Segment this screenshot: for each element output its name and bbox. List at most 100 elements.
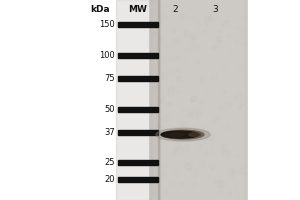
Circle shape	[181, 122, 187, 128]
Ellipse shape	[161, 131, 199, 138]
Circle shape	[200, 78, 204, 83]
Circle shape	[191, 182, 197, 188]
Circle shape	[180, 182, 184, 186]
Circle shape	[177, 56, 180, 59]
Text: 2: 2	[172, 4, 178, 14]
Circle shape	[191, 96, 197, 102]
Circle shape	[173, 130, 176, 133]
Text: 25: 25	[104, 158, 115, 167]
Text: 37: 37	[104, 128, 115, 137]
Circle shape	[182, 30, 187, 35]
Circle shape	[236, 154, 238, 157]
Ellipse shape	[156, 128, 210, 141]
Circle shape	[170, 14, 175, 19]
Circle shape	[185, 31, 190, 36]
Circle shape	[168, 86, 175, 92]
Circle shape	[187, 113, 190, 116]
Circle shape	[162, 56, 169, 63]
Circle shape	[151, 133, 157, 140]
Circle shape	[194, 174, 197, 178]
Circle shape	[180, 84, 183, 87]
Text: 3: 3	[212, 4, 218, 14]
Circle shape	[185, 38, 191, 43]
Circle shape	[193, 37, 196, 40]
Circle shape	[150, 30, 152, 32]
Bar	[118, 22, 158, 27]
Circle shape	[209, 21, 215, 28]
Circle shape	[176, 130, 178, 132]
Circle shape	[177, 76, 181, 81]
Circle shape	[167, 116, 172, 120]
Text: 20: 20	[104, 175, 115, 184]
Circle shape	[205, 132, 212, 139]
Circle shape	[239, 170, 242, 173]
Circle shape	[154, 149, 160, 154]
Circle shape	[223, 90, 226, 94]
Circle shape	[150, 8, 156, 14]
Circle shape	[167, 104, 170, 106]
Circle shape	[185, 93, 190, 98]
Circle shape	[196, 22, 201, 27]
Circle shape	[210, 141, 214, 145]
Circle shape	[219, 30, 221, 33]
Circle shape	[243, 172, 247, 176]
Circle shape	[242, 104, 244, 106]
Circle shape	[197, 107, 203, 112]
Circle shape	[225, 20, 229, 23]
Circle shape	[149, 42, 152, 45]
Circle shape	[160, 96, 165, 100]
Circle shape	[212, 167, 215, 170]
Circle shape	[218, 187, 224, 193]
Circle shape	[243, 166, 247, 169]
Circle shape	[235, 97, 237, 99]
Text: MW: MW	[129, 4, 147, 14]
Ellipse shape	[169, 133, 184, 136]
Circle shape	[158, 39, 163, 43]
Circle shape	[226, 150, 231, 155]
Bar	[158, 0, 159, 200]
Circle shape	[188, 9, 191, 12]
Circle shape	[171, 71, 174, 74]
Bar	[118, 107, 158, 112]
Circle shape	[218, 181, 224, 187]
Circle shape	[148, 76, 154, 81]
Bar	[118, 76, 158, 81]
Circle shape	[206, 146, 213, 153]
Circle shape	[163, 115, 169, 121]
Circle shape	[220, 181, 225, 186]
Circle shape	[219, 106, 224, 111]
Circle shape	[182, 102, 188, 108]
Text: 50: 50	[104, 105, 115, 114]
Ellipse shape	[162, 130, 204, 139]
Bar	[148, 0, 248, 200]
Text: 75: 75	[104, 74, 115, 83]
Circle shape	[238, 51, 242, 55]
Circle shape	[197, 144, 202, 150]
Text: 100: 100	[99, 51, 115, 60]
Circle shape	[204, 140, 207, 143]
Circle shape	[239, 107, 241, 109]
Circle shape	[176, 69, 179, 72]
Circle shape	[223, 125, 230, 132]
Circle shape	[230, 116, 232, 118]
Circle shape	[203, 45, 206, 48]
Circle shape	[243, 42, 246, 45]
Circle shape	[236, 26, 238, 28]
Circle shape	[186, 163, 192, 169]
Circle shape	[162, 72, 168, 79]
Ellipse shape	[189, 133, 201, 136]
Circle shape	[152, 95, 155, 98]
Circle shape	[216, 37, 221, 42]
Circle shape	[196, 61, 200, 64]
Text: kDa: kDa	[90, 4, 110, 14]
Circle shape	[169, 180, 176, 186]
Circle shape	[191, 110, 197, 116]
Circle shape	[191, 34, 196, 39]
Bar	[118, 160, 158, 165]
Bar	[118, 53, 158, 58]
Circle shape	[240, 104, 243, 106]
Bar	[118, 130, 158, 135]
Circle shape	[154, 47, 161, 54]
Bar	[116, 0, 160, 200]
Circle shape	[215, 180, 221, 186]
